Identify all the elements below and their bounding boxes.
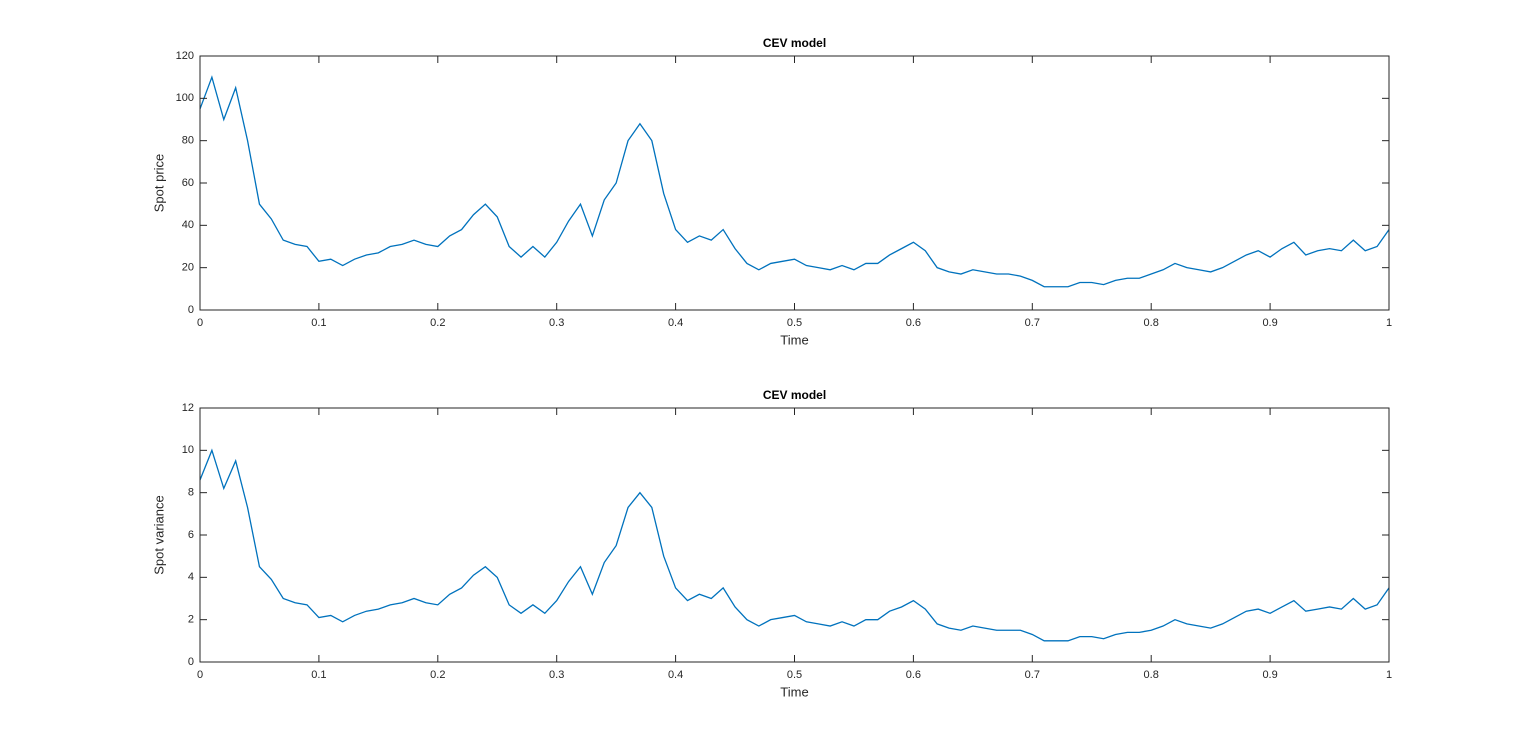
x-tick-label: 0.2 [430, 317, 445, 329]
y-tick-label: 8 [188, 487, 194, 499]
y-tick-label: 12 [182, 402, 194, 414]
data-line [199, 75, 1390, 288]
x-tick-label: 0.1 [311, 669, 326, 681]
x-tick-label: 0.5 [787, 317, 802, 329]
x-tick-label: 0 [197, 317, 203, 329]
plot-area [200, 408, 1389, 662]
y-tick-label: 20 [182, 262, 194, 274]
chart-title: CEV model [763, 36, 826, 50]
x-tick-label: 0.5 [787, 669, 802, 681]
x-tick-label: 0.3 [549, 669, 564, 681]
x-tick-label: 0.7 [1025, 669, 1040, 681]
x-axis-label: Time [780, 332, 808, 347]
y-tick-label: 60 [182, 177, 194, 189]
y-tick-label: 0 [188, 656, 194, 668]
y-tick-label: 40 [182, 219, 194, 231]
plot-area [200, 56, 1389, 310]
chart-title: CEV model [763, 388, 826, 402]
x-axis-label: Time [780, 684, 808, 699]
x-tick-label: 0.2 [430, 669, 445, 681]
x-tick-label: 0.6 [906, 669, 921, 681]
x-tick-label: 0.6 [906, 317, 921, 329]
y-tick-label: 2 [188, 614, 194, 626]
x-tick-label: 0.4 [668, 317, 683, 329]
x-tick-label: 0.1 [311, 317, 326, 329]
y-axis-label: Spot price [151, 154, 166, 213]
y-tick-label: 80 [182, 135, 194, 147]
x-tick-label: 0 [197, 669, 203, 681]
y-tick-label: 4 [188, 571, 194, 583]
x-tick-label: 0.8 [1144, 669, 1159, 681]
y-tick-label: 10 [182, 444, 194, 456]
x-tick-label: 0.7 [1025, 317, 1040, 329]
x-tick-label: 0.9 [1262, 317, 1277, 329]
x-tick-label: 0.8 [1144, 317, 1159, 329]
y-tick-label: 120 [176, 50, 194, 62]
y-tick-label: 100 [176, 92, 194, 104]
y-tick-label: 6 [188, 529, 194, 541]
x-tick-label: 0.9 [1262, 669, 1277, 681]
x-tick-label: 1 [1386, 317, 1392, 329]
y-axis-label: Spot variance [151, 495, 166, 575]
x-tick-label: 0.4 [668, 669, 683, 681]
data-line [199, 448, 1390, 642]
x-tick-label: 1 [1386, 669, 1392, 681]
x-tick-label: 0.3 [549, 317, 564, 329]
y-tick-label: 0 [188, 304, 194, 316]
